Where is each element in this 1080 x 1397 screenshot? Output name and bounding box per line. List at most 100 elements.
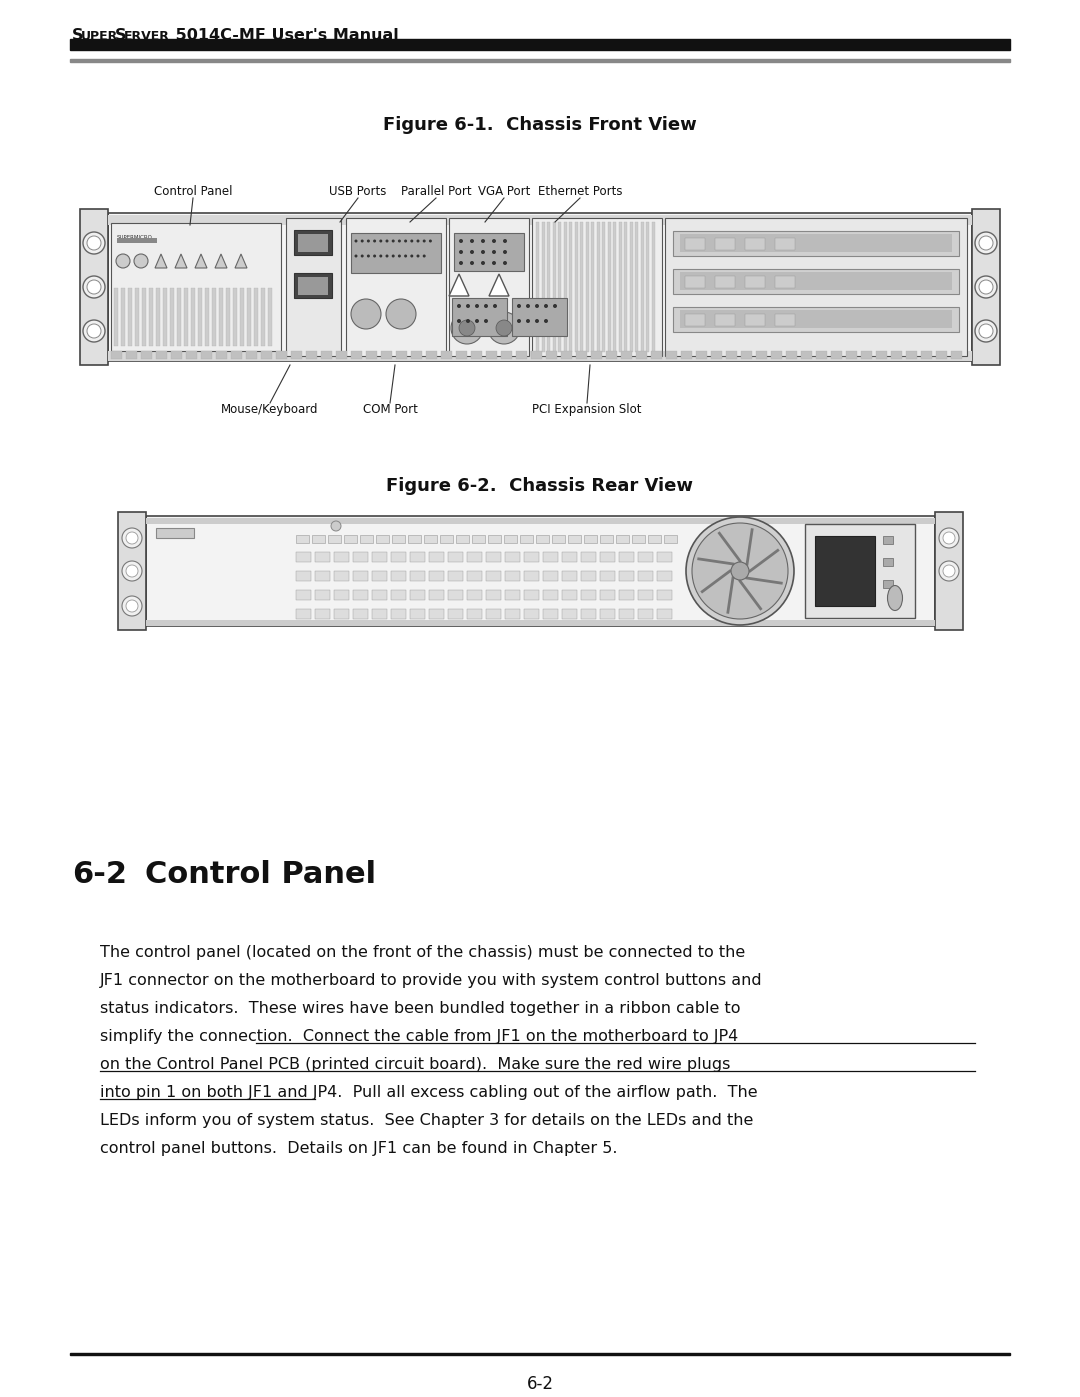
Circle shape xyxy=(83,232,105,254)
Circle shape xyxy=(361,239,364,243)
Circle shape xyxy=(459,320,475,337)
Bar xyxy=(581,552,596,562)
Bar xyxy=(298,235,328,251)
Bar xyxy=(111,224,281,351)
Circle shape xyxy=(975,320,997,342)
Text: The control panel (located on the front of the chassis) must be connected to the: The control panel (located on the front … xyxy=(100,944,745,960)
Bar xyxy=(532,218,662,356)
Bar xyxy=(108,351,972,360)
Bar xyxy=(372,590,387,599)
Circle shape xyxy=(83,277,105,298)
Bar xyxy=(696,351,707,359)
Bar xyxy=(666,351,677,359)
Bar xyxy=(876,351,887,359)
Bar xyxy=(146,515,935,626)
Bar xyxy=(296,535,309,543)
Circle shape xyxy=(544,319,548,323)
Bar xyxy=(786,351,797,359)
Bar xyxy=(585,222,589,352)
Bar xyxy=(600,535,613,543)
Polygon shape xyxy=(195,254,207,268)
Text: S: S xyxy=(72,28,83,43)
Circle shape xyxy=(367,254,369,257)
Bar xyxy=(111,351,122,359)
Bar xyxy=(315,571,330,581)
Bar xyxy=(246,351,257,359)
Bar xyxy=(396,351,407,359)
Circle shape xyxy=(488,312,519,344)
Bar xyxy=(935,511,963,630)
Bar xyxy=(429,552,444,562)
Bar xyxy=(581,590,596,599)
Bar xyxy=(516,351,527,359)
Bar xyxy=(219,288,222,346)
Circle shape xyxy=(459,261,463,265)
Text: PCI Expansion Slot: PCI Expansion Slot xyxy=(532,402,642,416)
Bar xyxy=(456,535,469,543)
Circle shape xyxy=(692,522,788,619)
Bar xyxy=(440,535,453,543)
Bar xyxy=(636,351,647,359)
Bar xyxy=(673,231,959,256)
Circle shape xyxy=(429,239,432,243)
Bar xyxy=(233,288,237,346)
Bar xyxy=(621,351,632,359)
Circle shape xyxy=(126,564,138,577)
Bar xyxy=(685,314,705,326)
Bar xyxy=(156,288,160,346)
Circle shape xyxy=(465,305,470,307)
Circle shape xyxy=(361,254,364,257)
Bar xyxy=(410,590,426,599)
Bar xyxy=(298,277,328,295)
Bar xyxy=(80,210,108,365)
Bar xyxy=(580,222,583,352)
Bar xyxy=(564,222,567,352)
Text: 6-2: 6-2 xyxy=(72,861,127,888)
Bar xyxy=(801,351,812,359)
Bar xyxy=(296,590,311,599)
Circle shape xyxy=(87,236,102,250)
Circle shape xyxy=(134,254,148,268)
Bar xyxy=(906,351,917,359)
Circle shape xyxy=(943,564,955,577)
Text: USB Ports: USB Ports xyxy=(329,184,387,198)
Circle shape xyxy=(470,250,474,254)
Bar xyxy=(640,222,644,352)
Bar xyxy=(600,609,615,619)
Bar xyxy=(254,288,258,346)
Bar xyxy=(562,571,577,581)
Bar xyxy=(372,609,387,619)
Text: Ethernet Ports: Ethernet Ports xyxy=(538,184,622,198)
Bar xyxy=(775,277,795,288)
Circle shape xyxy=(330,521,341,531)
Circle shape xyxy=(978,279,993,293)
Bar xyxy=(296,552,311,562)
Text: Control Panel: Control Panel xyxy=(145,861,376,888)
Bar xyxy=(596,222,599,352)
Bar xyxy=(449,218,529,356)
Bar xyxy=(336,351,347,359)
Bar xyxy=(205,288,210,346)
Bar xyxy=(531,351,542,359)
Bar xyxy=(505,571,519,581)
Bar xyxy=(664,535,677,543)
Circle shape xyxy=(731,562,750,580)
Bar xyxy=(353,552,368,562)
Bar xyxy=(646,222,649,352)
Bar xyxy=(680,272,951,291)
Bar xyxy=(294,231,332,256)
Bar xyxy=(312,535,325,543)
Bar xyxy=(216,351,227,359)
Circle shape xyxy=(373,254,376,257)
Bar xyxy=(351,351,362,359)
Circle shape xyxy=(422,239,426,243)
Bar xyxy=(141,351,152,359)
Bar xyxy=(883,536,893,543)
Text: UPER: UPER xyxy=(81,29,118,42)
Bar xyxy=(512,298,567,337)
Bar xyxy=(315,552,330,562)
Circle shape xyxy=(122,528,141,548)
Bar xyxy=(745,237,765,250)
Polygon shape xyxy=(215,254,227,268)
Circle shape xyxy=(975,277,997,298)
